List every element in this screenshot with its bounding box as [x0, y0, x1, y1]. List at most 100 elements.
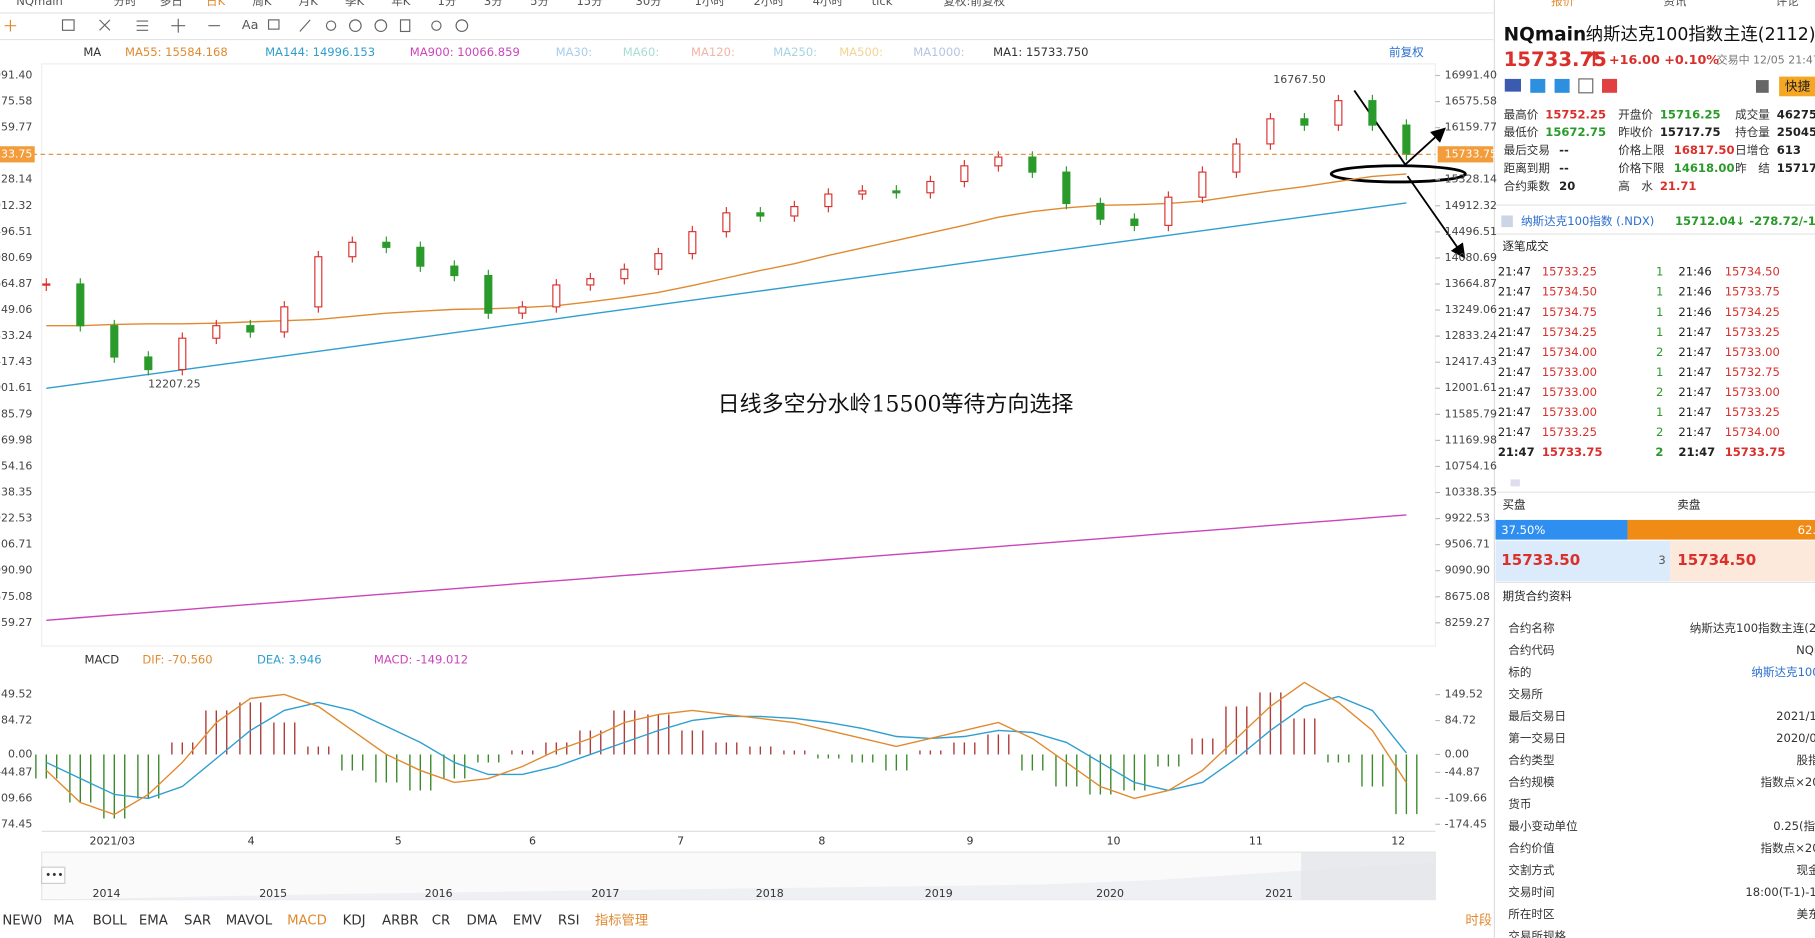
stat-value: 15717.75 — [1660, 125, 1721, 139]
period-tab[interactable]: 时段 — [1465, 912, 1492, 928]
y-tick-label: 8259.27 — [1445, 616, 1490, 629]
stat-label: 价格下限 — [1618, 161, 1665, 175]
navigator-year: 2019 — [925, 887, 953, 900]
trade-time: 21:46 — [1678, 305, 1711, 319]
panel-tab[interactable]: 评论 — [1776, 0, 1800, 8]
bid-box — [1495, 540, 1671, 582]
indicator-tab[interactable]: NEW0 — [2, 913, 42, 928]
contract-value: 现金交割 — [1797, 863, 1815, 877]
trade-price: 15733.00 — [1542, 405, 1597, 419]
price-tag — [1437, 146, 1494, 163]
buy-pct: 37.50% — [1501, 523, 1545, 537]
menu-item[interactable]: 分时 — [113, 0, 137, 8]
quick-button[interactable]: 快捷 — [1785, 80, 1811, 95]
menu-item[interactable]: tick — [872, 0, 893, 8]
trade-time: 21:47 — [1678, 405, 1711, 419]
stat-label: 成交量 — [1735, 107, 1770, 121]
candle-body — [1096, 202, 1105, 220]
candle-body — [926, 180, 935, 194]
x-tick-label: 2021/03 — [89, 835, 135, 848]
indicator-tab[interactable]: SAR — [184, 913, 211, 928]
trade-volume: 1 — [1656, 285, 1663, 299]
bid-price: 15733.50 — [1501, 551, 1580, 569]
indicator-tab[interactable]: EMV — [513, 913, 542, 928]
menu-item[interactable]: 3分 — [484, 0, 503, 8]
candle-body — [994, 156, 1003, 167]
menu-item[interactable]: 年K — [391, 0, 411, 8]
quote-icons[interactable] — [1504, 76, 1815, 97]
candle-body — [1232, 143, 1241, 173]
trade-time: 21:47 — [1498, 325, 1531, 339]
index-name[interactable]: 纳斯达克100指数 (.NDX) — [1521, 214, 1654, 228]
menu-item[interactable]: 30分 — [635, 0, 662, 8]
panel-tab[interactable]: 资讯 — [1663, 0, 1687, 8]
menu-item[interactable]: 2小时 — [754, 0, 785, 8]
candle-body — [1368, 100, 1377, 126]
dea-line — [46, 695, 1407, 800]
ask-price: 15734.50 — [1677, 551, 1756, 569]
indicator-tab[interactable]: MACD — [287, 913, 327, 928]
indicator-tab[interactable]: 指标管理 — [595, 912, 648, 928]
indicator-tab[interactable]: CR — [432, 913, 451, 928]
candle-body — [1402, 124, 1411, 155]
menu-item[interactable]: 复权:前复权 — [943, 0, 1005, 8]
menu-item[interactable]: 日K — [206, 0, 226, 8]
trade-price: 15733.25 — [1542, 265, 1597, 279]
trade-volume: 2 — [1656, 345, 1663, 359]
y-tick-label: 149.52 — [0, 688, 32, 701]
indicator-tab[interactable]: MA — [53, 913, 74, 928]
indicator-tab[interactable]: MAVOL — [226, 913, 273, 928]
menu-item[interactable]: 季K — [345, 0, 365, 8]
y-tick-label: 0.00 — [8, 747, 32, 760]
indicator-tab[interactable]: DMA — [466, 913, 497, 928]
candle-body — [722, 212, 731, 233]
contract-label: 所在时区 — [1508, 907, 1554, 921]
navigator-window[interactable] — [1301, 852, 1436, 900]
candle-body — [518, 306, 527, 314]
toolbar-text[interactable]: Aa — [242, 18, 259, 33]
y-tick-label: 13249.06 — [0, 303, 32, 316]
indicator-tab[interactable]: ARBR — [382, 913, 419, 928]
menu-item[interactable]: 1分 — [438, 0, 457, 8]
candle-body — [552, 284, 561, 308]
menu-item[interactable]: 周K — [252, 0, 272, 8]
contract-value: 2021/12/17 — [1776, 709, 1815, 723]
stat-value: 15717. — [1777, 161, 1815, 175]
panel-tab[interactable]: 报价 — [1551, 0, 1575, 8]
menu-item[interactable]: 月K — [299, 0, 319, 8]
menu-item[interactable]: NQmain — [16, 0, 63, 8]
section-title: 期货合约资料 — [1502, 589, 1572, 603]
candle-body — [450, 265, 459, 277]
navigator-menu[interactable] — [41, 866, 66, 884]
contract-label: 交易时间 — [1508, 885, 1554, 899]
contract-label: 合约规模 — [1508, 775, 1555, 789]
y-tick-label: 12833.24 — [0, 329, 32, 342]
y-tick-label: -109.66 — [0, 791, 32, 804]
menu-item[interactable]: 1小时 — [695, 0, 726, 8]
menu-item[interactable]: 15分 — [576, 0, 603, 8]
navigator-year: 2017 — [591, 887, 619, 900]
trade-time: 21:47 — [1498, 285, 1531, 299]
y-tick-label: 11169.98 — [1445, 433, 1497, 446]
indicator-name: MACD — [84, 652, 119, 666]
indicator-tab[interactable]: RSI — [558, 913, 580, 928]
ma-legend: MA1: 15733.750 — [993, 45, 1088, 59]
y-tick-label: 16159.77 — [1445, 121, 1497, 134]
scroll-handle[interactable] — [1510, 479, 1520, 487]
menu-item[interactable]: 4小时 — [813, 0, 844, 8]
trade-status: 交易中 12/05 21:47( — [1717, 52, 1815, 66]
contract-label: 交易所规格 — [1508, 929, 1566, 938]
indicator-tab[interactable]: KDJ — [343, 913, 366, 928]
up-arrow — [1587, 50, 1601, 67]
menu-item[interactable]: 多日 — [160, 0, 183, 8]
drawing-tools[interactable] — [4, 18, 469, 33]
adjust-label[interactable]: 前复权 — [1389, 45, 1424, 59]
stat-value: 46275 — [1777, 107, 1815, 121]
ma144-line — [46, 202, 1407, 390]
menu-item[interactable]: 5分 — [530, 0, 549, 8]
indicator-tab[interactable]: EMA — [139, 913, 168, 928]
y-tick-label: 9922.53 — [0, 512, 32, 525]
candle-body — [858, 190, 867, 195]
indicator-tab[interactable]: BOLL — [93, 913, 128, 928]
